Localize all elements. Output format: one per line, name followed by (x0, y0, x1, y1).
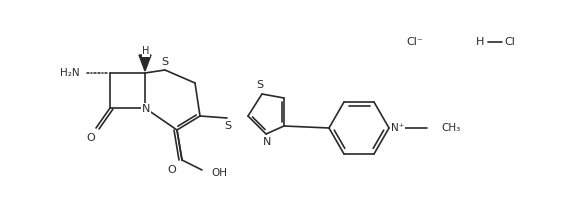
Text: O: O (168, 165, 176, 175)
Text: H: H (142, 46, 150, 56)
Text: OH: OH (211, 168, 227, 178)
Text: N⁺: N⁺ (391, 123, 404, 133)
Text: CH₃: CH₃ (441, 123, 460, 133)
Text: Cl: Cl (505, 37, 516, 47)
Text: N: N (142, 104, 150, 114)
Text: N: N (263, 137, 271, 147)
Text: Cl⁻: Cl⁻ (407, 37, 423, 47)
Text: H: H (476, 37, 484, 47)
Text: O: O (87, 133, 95, 143)
Text: S: S (256, 80, 264, 90)
Text: H₂N: H₂N (60, 68, 80, 78)
Text: S: S (224, 121, 232, 131)
Polygon shape (139, 55, 151, 71)
Text: S: S (162, 57, 168, 67)
